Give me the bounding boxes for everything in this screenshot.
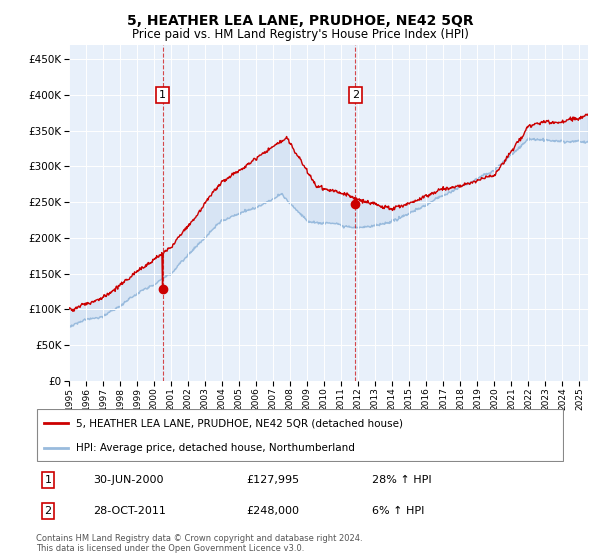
Text: 1: 1 [159,90,166,100]
Text: Price paid vs. HM Land Registry's House Price Index (HPI): Price paid vs. HM Land Registry's House … [131,28,469,41]
Text: 5, HEATHER LEA LANE, PRUDHOE, NE42 5QR (detached house): 5, HEATHER LEA LANE, PRUDHOE, NE42 5QR (… [76,418,403,428]
Text: 6% ↑ HPI: 6% ↑ HPI [372,506,424,516]
Text: £248,000: £248,000 [246,506,299,516]
Text: 2: 2 [44,506,52,516]
Text: HPI: Average price, detached house, Northumberland: HPI: Average price, detached house, Nort… [76,442,355,452]
Text: 30-JUN-2000: 30-JUN-2000 [93,475,163,485]
FancyBboxPatch shape [37,409,563,461]
Text: 28% ↑ HPI: 28% ↑ HPI [372,475,431,485]
Text: £127,995: £127,995 [246,475,299,485]
Text: 1: 1 [44,475,52,485]
Text: 2: 2 [352,90,359,100]
Text: Contains HM Land Registry data © Crown copyright and database right 2024.
This d: Contains HM Land Registry data © Crown c… [36,534,362,553]
Text: 5, HEATHER LEA LANE, PRUDHOE, NE42 5QR: 5, HEATHER LEA LANE, PRUDHOE, NE42 5QR [127,14,473,28]
Text: 28-OCT-2011: 28-OCT-2011 [93,506,166,516]
